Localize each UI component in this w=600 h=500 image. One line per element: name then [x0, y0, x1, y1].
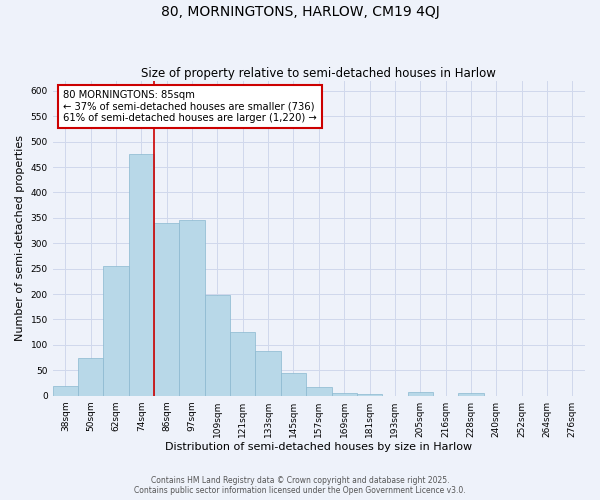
Bar: [357, 394, 382, 396]
Bar: [306, 387, 332, 396]
Bar: [179, 220, 205, 396]
Bar: [78, 358, 103, 396]
Bar: [256, 351, 281, 396]
Title: Size of property relative to semi-detached houses in Harlow: Size of property relative to semi-detach…: [142, 66, 496, 80]
Bar: [458, 393, 484, 396]
Bar: [281, 373, 306, 396]
Text: 80 MORNINGTONS: 85sqm
← 37% of semi-detached houses are smaller (736)
61% of sem: 80 MORNINGTONS: 85sqm ← 37% of semi-deta…: [64, 90, 317, 124]
Bar: [154, 223, 179, 396]
Bar: [205, 295, 230, 396]
Bar: [407, 392, 433, 396]
Bar: [53, 386, 78, 396]
Bar: [230, 332, 256, 396]
X-axis label: Distribution of semi-detached houses by size in Harlow: Distribution of semi-detached houses by …: [165, 442, 472, 452]
Bar: [332, 393, 357, 396]
Text: Contains HM Land Registry data © Crown copyright and database right 2025.
Contai: Contains HM Land Registry data © Crown c…: [134, 476, 466, 495]
Bar: [129, 154, 154, 396]
Bar: [103, 266, 129, 396]
Text: 80, MORNINGTONS, HARLOW, CM19 4QJ: 80, MORNINGTONS, HARLOW, CM19 4QJ: [161, 5, 439, 19]
Y-axis label: Number of semi-detached properties: Number of semi-detached properties: [15, 135, 25, 341]
